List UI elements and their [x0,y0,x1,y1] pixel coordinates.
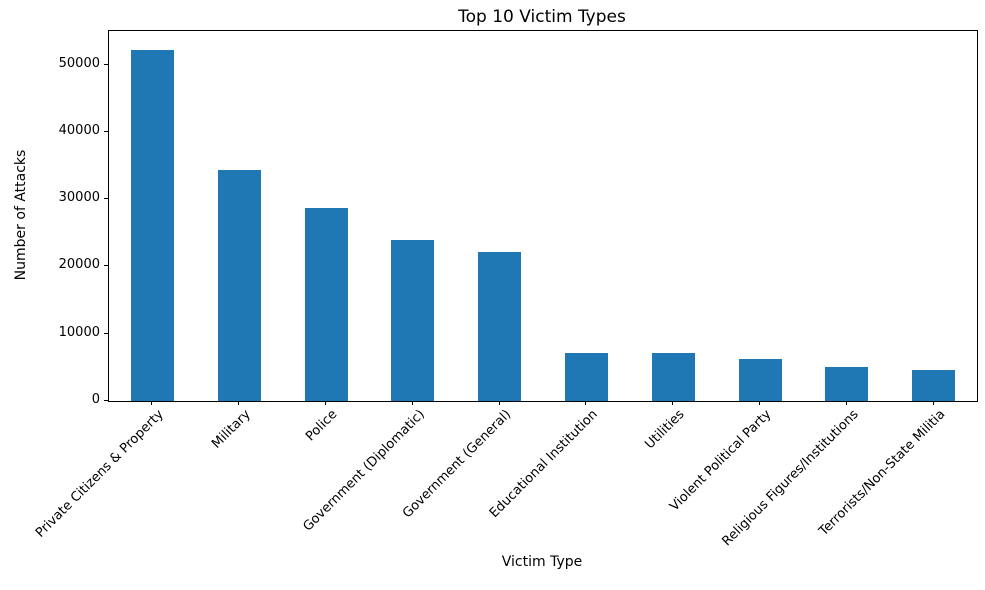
bar-6 [565,353,608,401]
x-tick-mark [933,401,934,405]
x-axis-label: Victim Type [501,554,583,570]
x-tick-mark [585,401,586,405]
bar-1 [131,50,174,401]
bar-5 [478,252,521,401]
x-tick-mark [151,401,152,405]
y-tick-label: 10000 [58,325,100,340]
x-tick-mark [759,401,760,405]
bar-2 [218,170,261,401]
plot-area [108,30,978,402]
y-axis-label: Number of Attacks [13,149,29,281]
x-tick-mark [672,401,673,405]
y-tick-label: 30000 [58,190,100,205]
y-tick-label: 0 [91,392,100,407]
y-tick-mark [104,265,108,266]
x-tick-mark [238,401,239,405]
bar-3 [305,208,348,401]
x-tick-label: Private Citizens & Property [32,407,167,541]
x-tick-label: Police [303,407,341,445]
y-tick-mark [104,333,108,334]
x-tick-mark [846,401,847,405]
x-tick-mark [499,401,500,405]
y-tick-mark [104,400,108,401]
x-tick-label: Military [208,407,254,452]
y-tick-mark [104,198,108,199]
x-tick-label: Utilities [642,407,688,453]
y-tick-mark [104,131,108,132]
y-tick-label: 40000 [58,123,100,138]
bar-10 [912,370,955,401]
bar-4 [391,240,434,401]
x-tick-mark [325,401,326,405]
bar-8 [739,359,782,401]
y-tick-mark [104,64,108,65]
y-tick-label: 20000 [58,257,100,272]
x-tick-mark [412,401,413,405]
chart-title: Top 10 Victim Types [458,7,626,27]
y-tick-label: 50000 [58,56,100,71]
bar-9 [825,367,868,401]
bar-7 [652,353,695,401]
